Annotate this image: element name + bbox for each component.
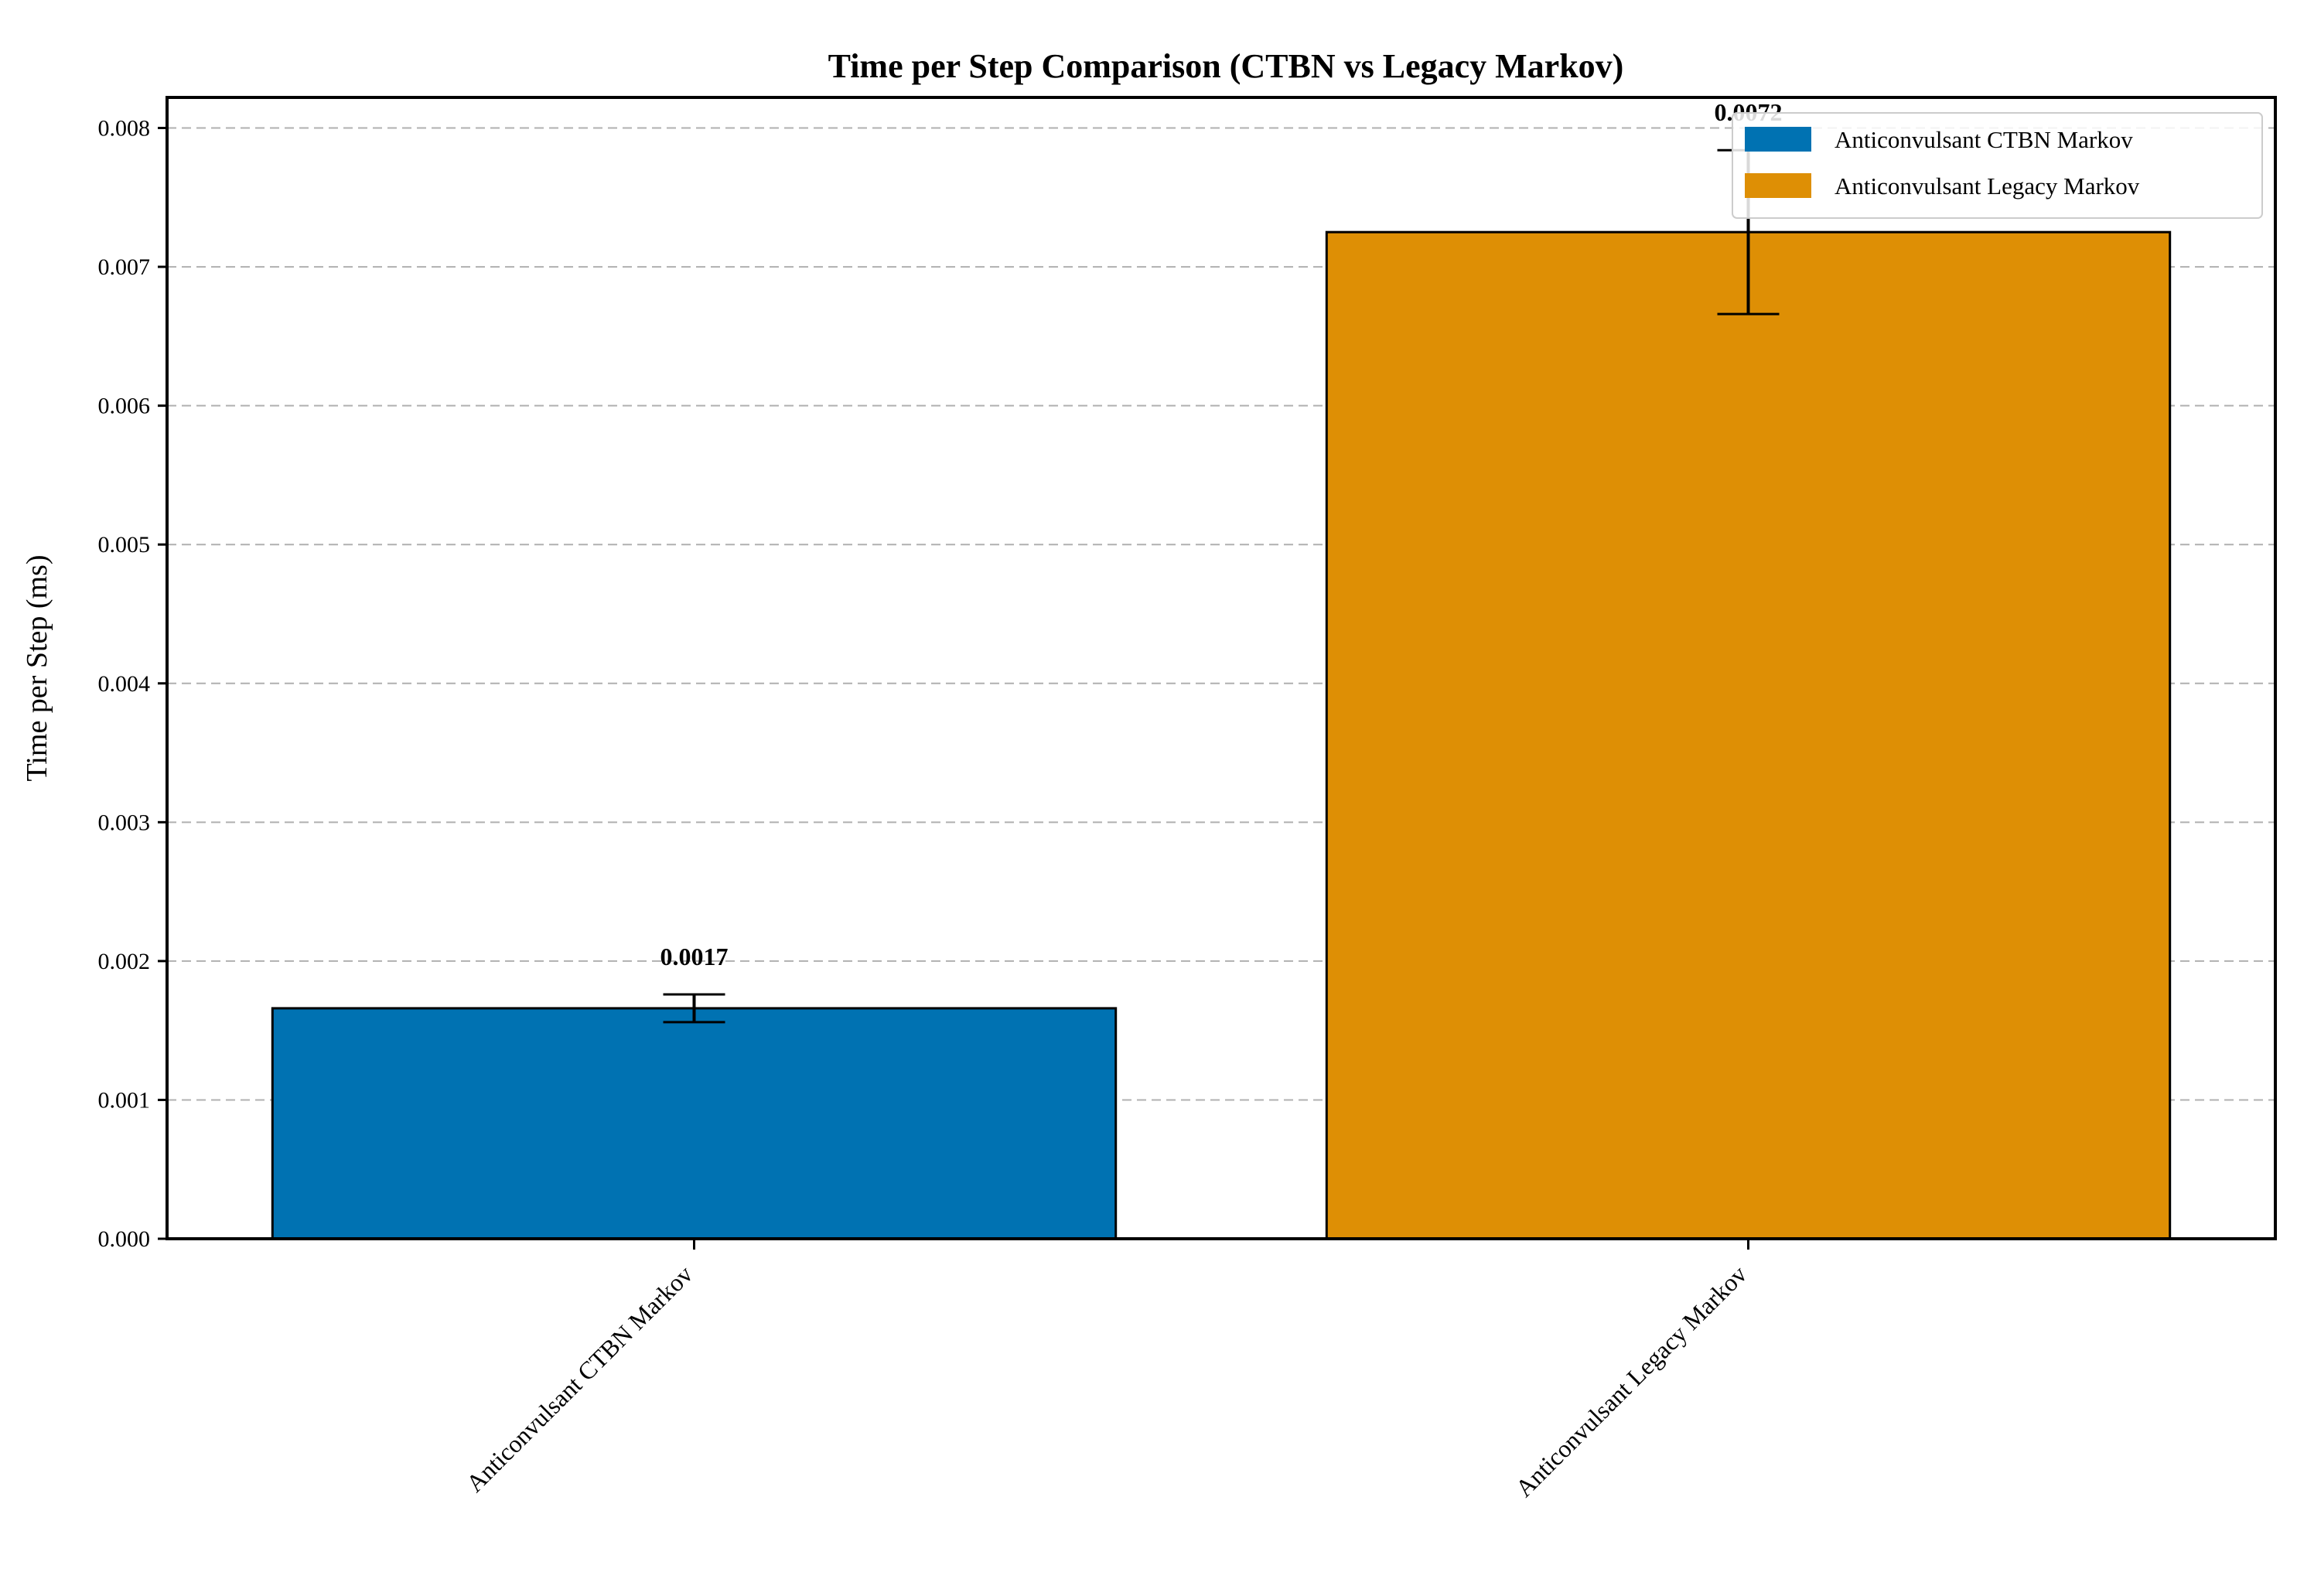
y-axis-ticks: 0.000 0.001 0.002 0.003 0.004 0.005 0.006 0.007… xyxy=(98,116,168,1252)
x-tick-label: Anticonvulsant CTBN Markov xyxy=(460,1260,698,1497)
legend-label: Anticonvulsant Legacy Markov xyxy=(1835,172,2140,200)
legend-swatch xyxy=(1745,127,1811,152)
chart-title: Time per Step Comparison (CTBN vs Legacy… xyxy=(828,47,1624,85)
y-tick-label: 0.005 xyxy=(98,532,151,558)
y-tick-label: 0.007 xyxy=(98,254,151,280)
y-axis-label: Time per Step (ms) xyxy=(21,554,53,781)
y-tick-label: 0.004 xyxy=(98,671,151,697)
bar xyxy=(1326,232,2169,1239)
y-tick-label: 0.006 xyxy=(98,394,151,419)
x-axis-ticks: Anticonvulsant CTBN Markov Anticonvulsant… xyxy=(460,1239,1752,1502)
y-tick-label: 0.008 xyxy=(98,116,151,142)
y-tick-label: 0.002 xyxy=(98,949,151,974)
x-tick-label: Anticonvulsant Legacy Markov xyxy=(1510,1260,1752,1502)
bar xyxy=(272,1008,1115,1239)
y-tick-label: 0.000 xyxy=(98,1226,151,1252)
legend: Anticonvulsant CTBN Markov Anticonvulsant… xyxy=(1732,113,2262,218)
bars xyxy=(272,232,2169,1239)
y-tick-label: 0.003 xyxy=(98,810,151,835)
legend-swatch xyxy=(1745,173,1811,198)
legend-label: Anticonvulsant CTBN Markov xyxy=(1835,126,2133,153)
data-label: 0.0017 xyxy=(660,943,729,970)
y-tick-label: 0.001 xyxy=(98,1087,151,1113)
